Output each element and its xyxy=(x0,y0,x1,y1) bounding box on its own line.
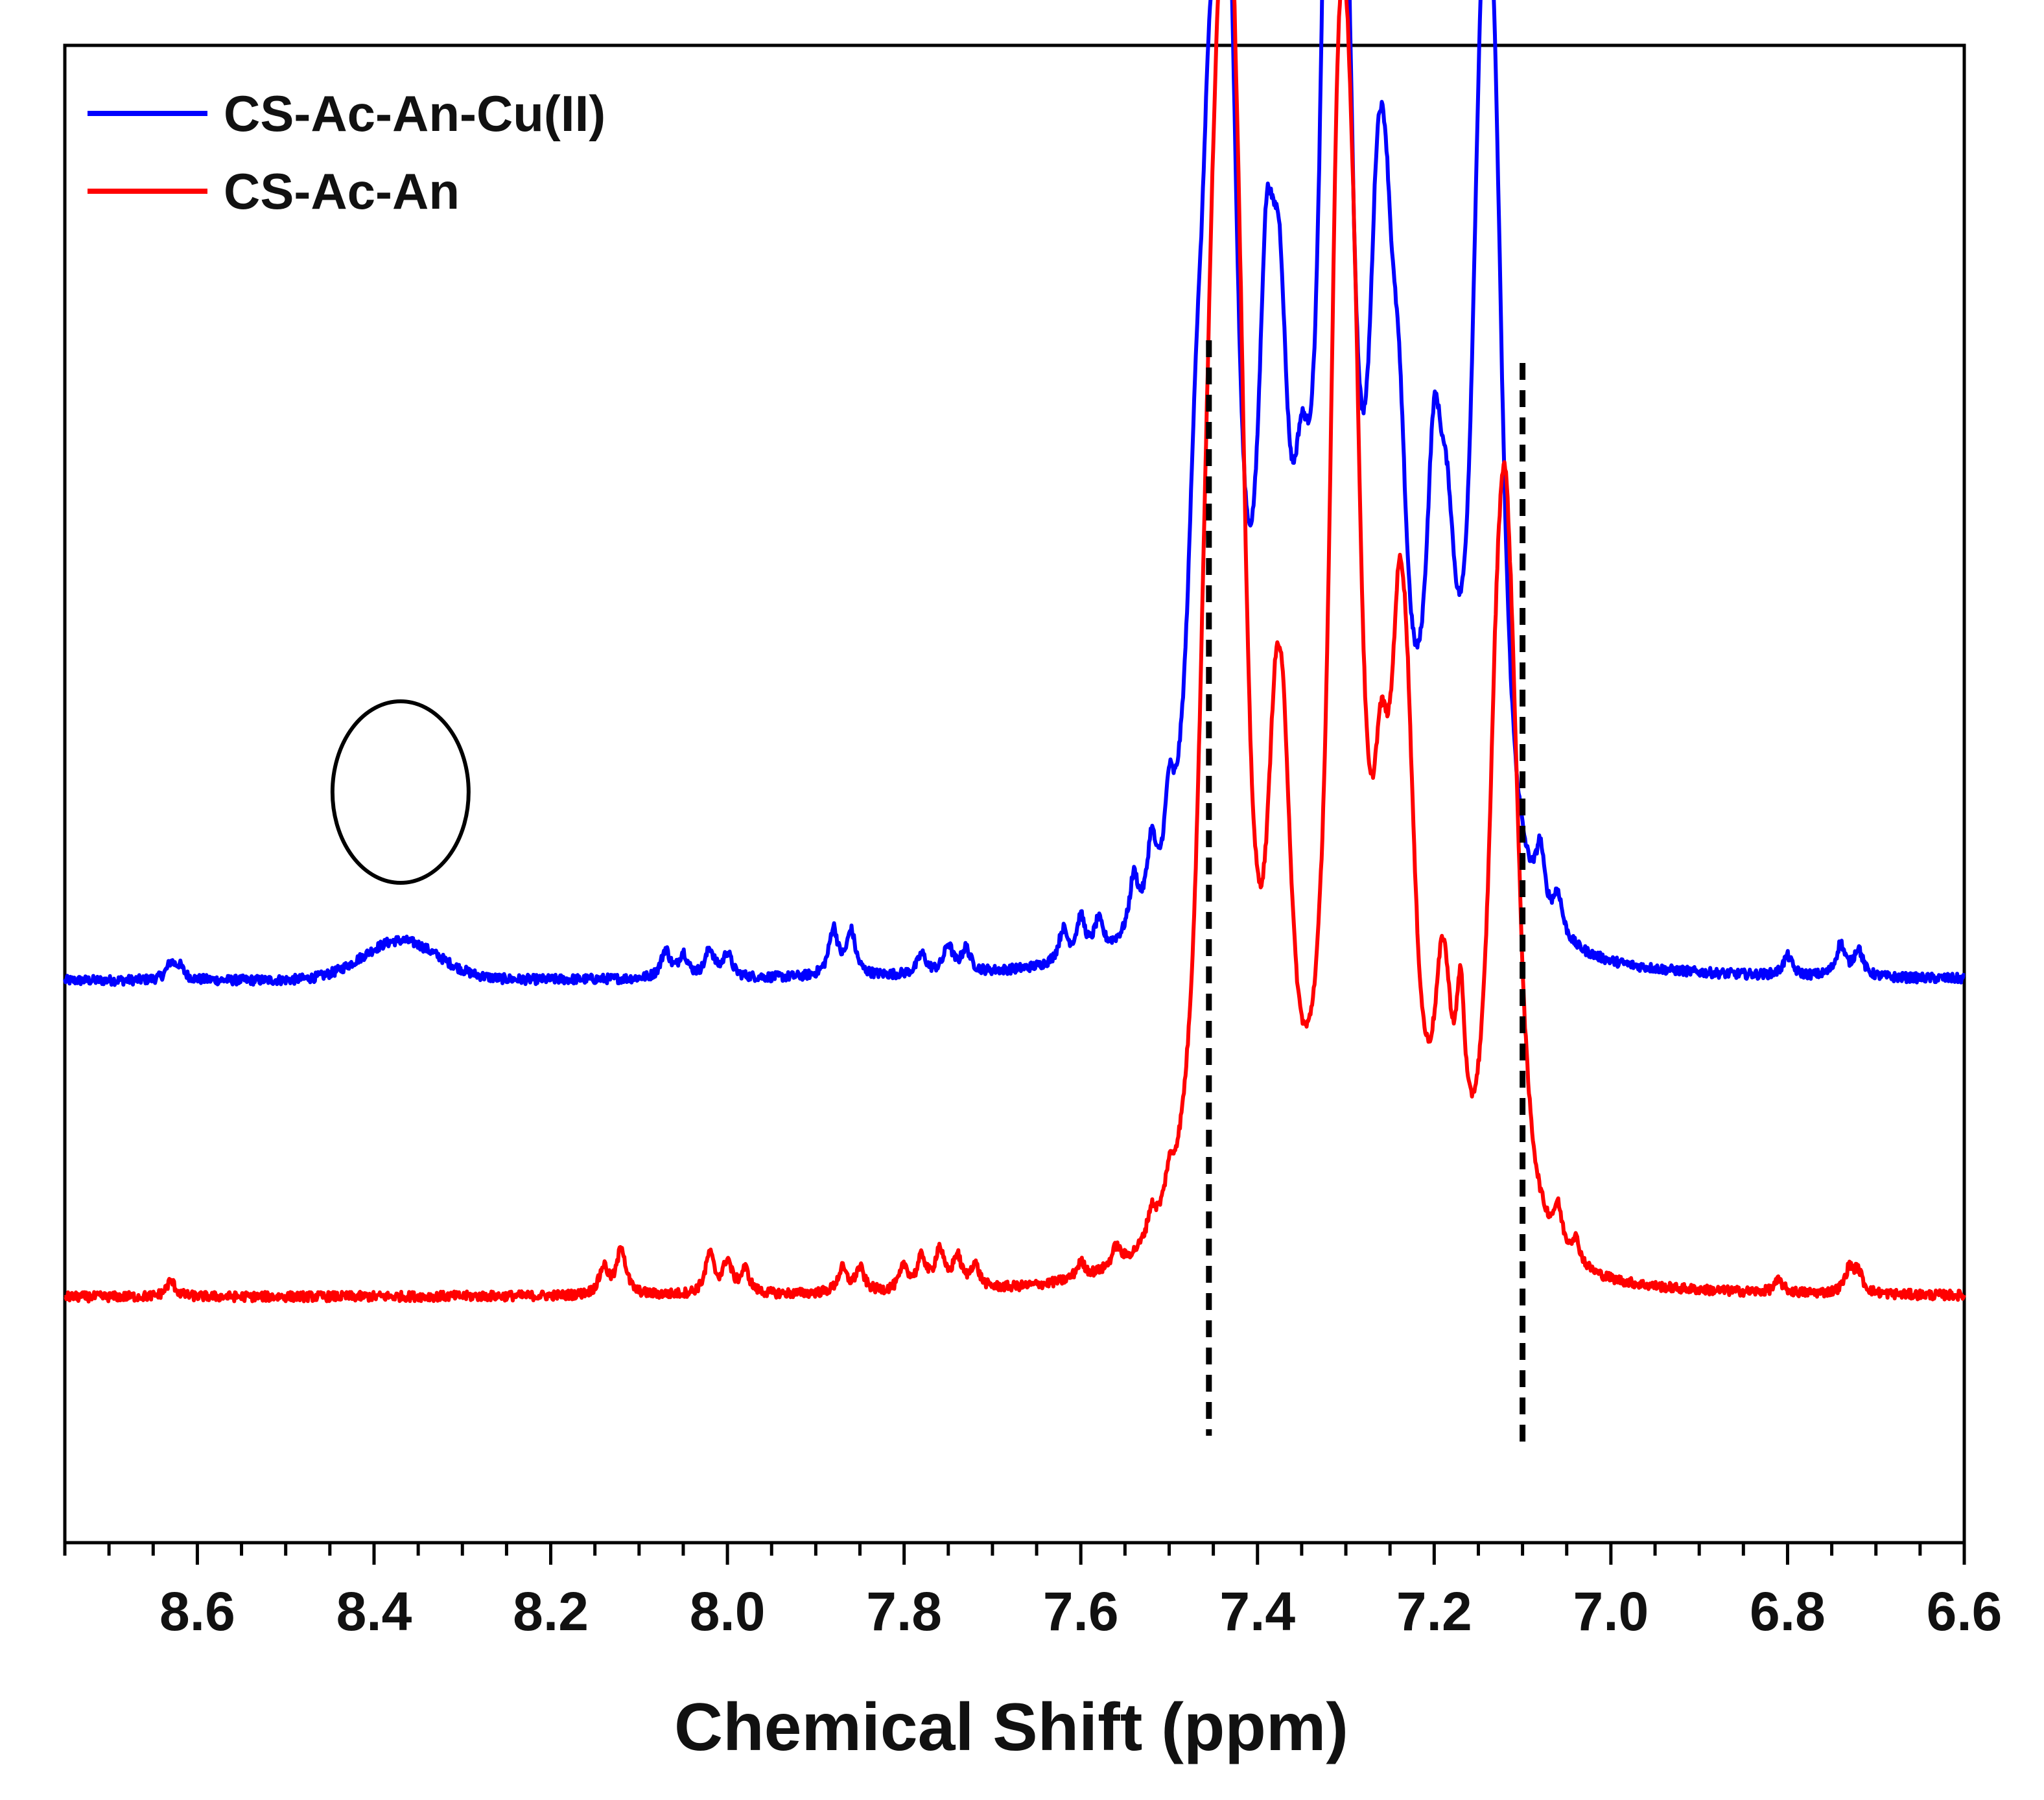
x-tick-label: 8.6 xyxy=(159,1581,235,1642)
series-line-0 xyxy=(63,0,1966,987)
legend: CS-Ac-An-Cu(II) CS-Ac-An xyxy=(88,85,605,220)
x-tick-label: 8.2 xyxy=(513,1581,589,1642)
series-line-1 xyxy=(64,0,1966,1303)
highlight-ellipse xyxy=(330,699,471,885)
spectra-group xyxy=(63,0,1966,1303)
x-tick-label: 7.6 xyxy=(1043,1581,1119,1642)
x-tick-label: 7.4 xyxy=(1219,1581,1295,1642)
x-tick-label: 8.0 xyxy=(690,1581,766,1642)
annotations-group xyxy=(330,340,1526,1452)
x-tick-label: 8.4 xyxy=(336,1581,412,1642)
legend-label-cu: CS-Ac-An-Cu(II) xyxy=(224,85,605,142)
x-axis-ticks xyxy=(63,1543,1966,1565)
plot-frame xyxy=(63,43,1966,1545)
x-tick-label: 6.8 xyxy=(1750,1581,1826,1642)
x-tick-label: 7.2 xyxy=(1396,1581,1472,1642)
x-axis-title: Chemical Shift (ppm) xyxy=(674,1690,1348,1765)
x-tick-label: 6.6 xyxy=(1927,1581,2003,1642)
legend-label-an: CS-Ac-An xyxy=(224,163,460,220)
x-axis-tick-labels: 8.6 8.4 8.2 8.0 7.8 7.6 7.4 7.2 7.0 6.8 6.6 xyxy=(159,1581,2002,1642)
x-tick-label: 7.8 xyxy=(866,1581,942,1642)
x-tick-label: 7.0 xyxy=(1573,1581,1649,1642)
